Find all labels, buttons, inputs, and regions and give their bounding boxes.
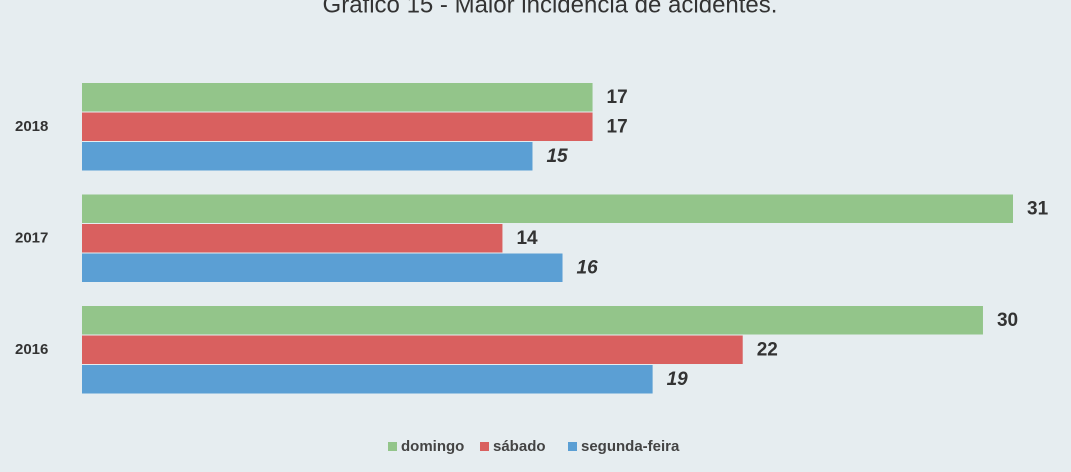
bar [82,142,533,171]
legend-label: domingo [401,438,464,455]
data-label: 14 [516,228,538,249]
y-tick-label: 2016 [15,341,48,358]
data-label: 22 [757,339,778,360]
bar [82,224,503,253]
bar [82,112,593,141]
data-label: 17 [607,116,628,137]
legend-label: segunda-feira [581,438,680,455]
data-label: 30 [997,310,1018,331]
y-tick-label: 2017 [15,230,48,247]
bar [82,194,1013,223]
y-tick-label: 2018 [15,118,48,135]
data-label: 15 [546,146,568,167]
legend-swatch [480,442,489,451]
legend-label: sábado [493,438,546,455]
bar [82,83,593,112]
data-label: 19 [667,369,689,390]
bar [82,365,653,394]
data-label: 31 [1027,198,1049,219]
bar [82,306,983,335]
data-label: 17 [607,87,628,108]
bar [82,335,743,364]
data-label: 16 [577,257,599,278]
bar [82,253,563,282]
legend-swatch [388,442,397,451]
chart-title: Gráfico 15 - Maior incidência de acident… [323,0,778,18]
legend-swatch [568,442,577,451]
